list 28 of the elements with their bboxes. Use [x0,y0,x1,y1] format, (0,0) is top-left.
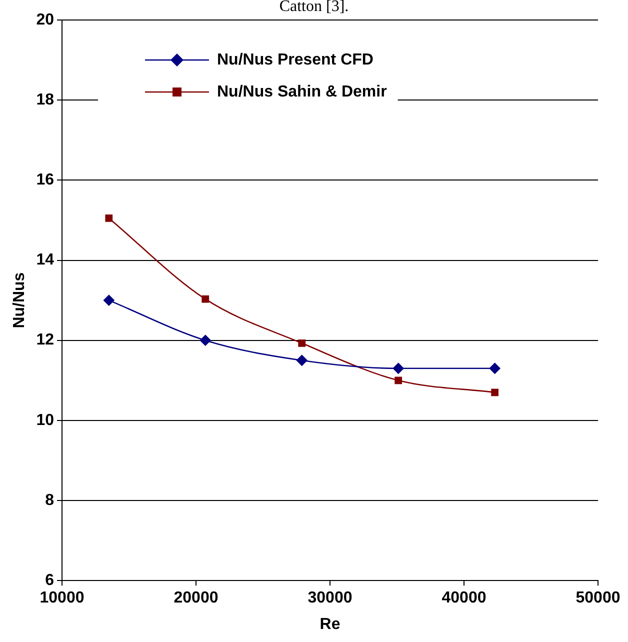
point [392,362,404,374]
point [103,294,114,306]
point [296,354,308,366]
x-tick-label: 40000 [442,590,486,607]
x-tick-label: 30000 [308,590,352,607]
y-tick-label: 10 [36,412,54,429]
y-tick-label: 18 [36,91,54,108]
y-tick-label: 16 [36,172,54,189]
legend-label: Nu/Nus Present CFD [216,51,374,68]
legend-label: Nu/Nus Sahin & Demir [216,83,387,100]
point [298,339,306,347]
text: Catton [3]. [279,0,349,15]
x-tick-label: 50000 [576,590,620,607]
point [202,295,210,303]
point [489,362,500,374]
y-axis-title: Nu/Nus [11,272,28,328]
point [491,388,498,396]
x-axis-title: Re [320,616,340,633]
x-tick-label: 10000 [40,590,84,607]
point [200,334,211,346]
y-tick-label: 14 [36,252,54,269]
y-tick-label: 6 [45,572,54,590]
point [105,214,113,222]
point [394,376,402,384]
y-tick-label: 8 [45,492,54,509]
x-tick-label: 20000 [174,590,218,607]
y-tick-label: 20 [36,11,54,28]
y-tick-label: 12 [36,332,54,349]
